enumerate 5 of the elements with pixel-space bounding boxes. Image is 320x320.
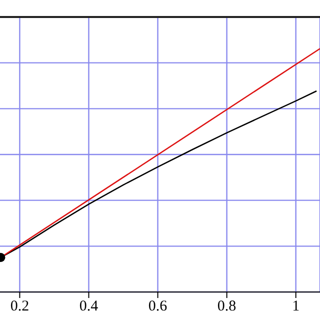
x-tick-label: 0.4 — [79, 298, 99, 315]
x-tick-label: 1 — [292, 298, 300, 315]
x-tick-label: 0.8 — [217, 298, 236, 315]
x-tick-label: 0.2 — [10, 298, 30, 315]
x-tick-label: 0.6 — [148, 298, 168, 315]
